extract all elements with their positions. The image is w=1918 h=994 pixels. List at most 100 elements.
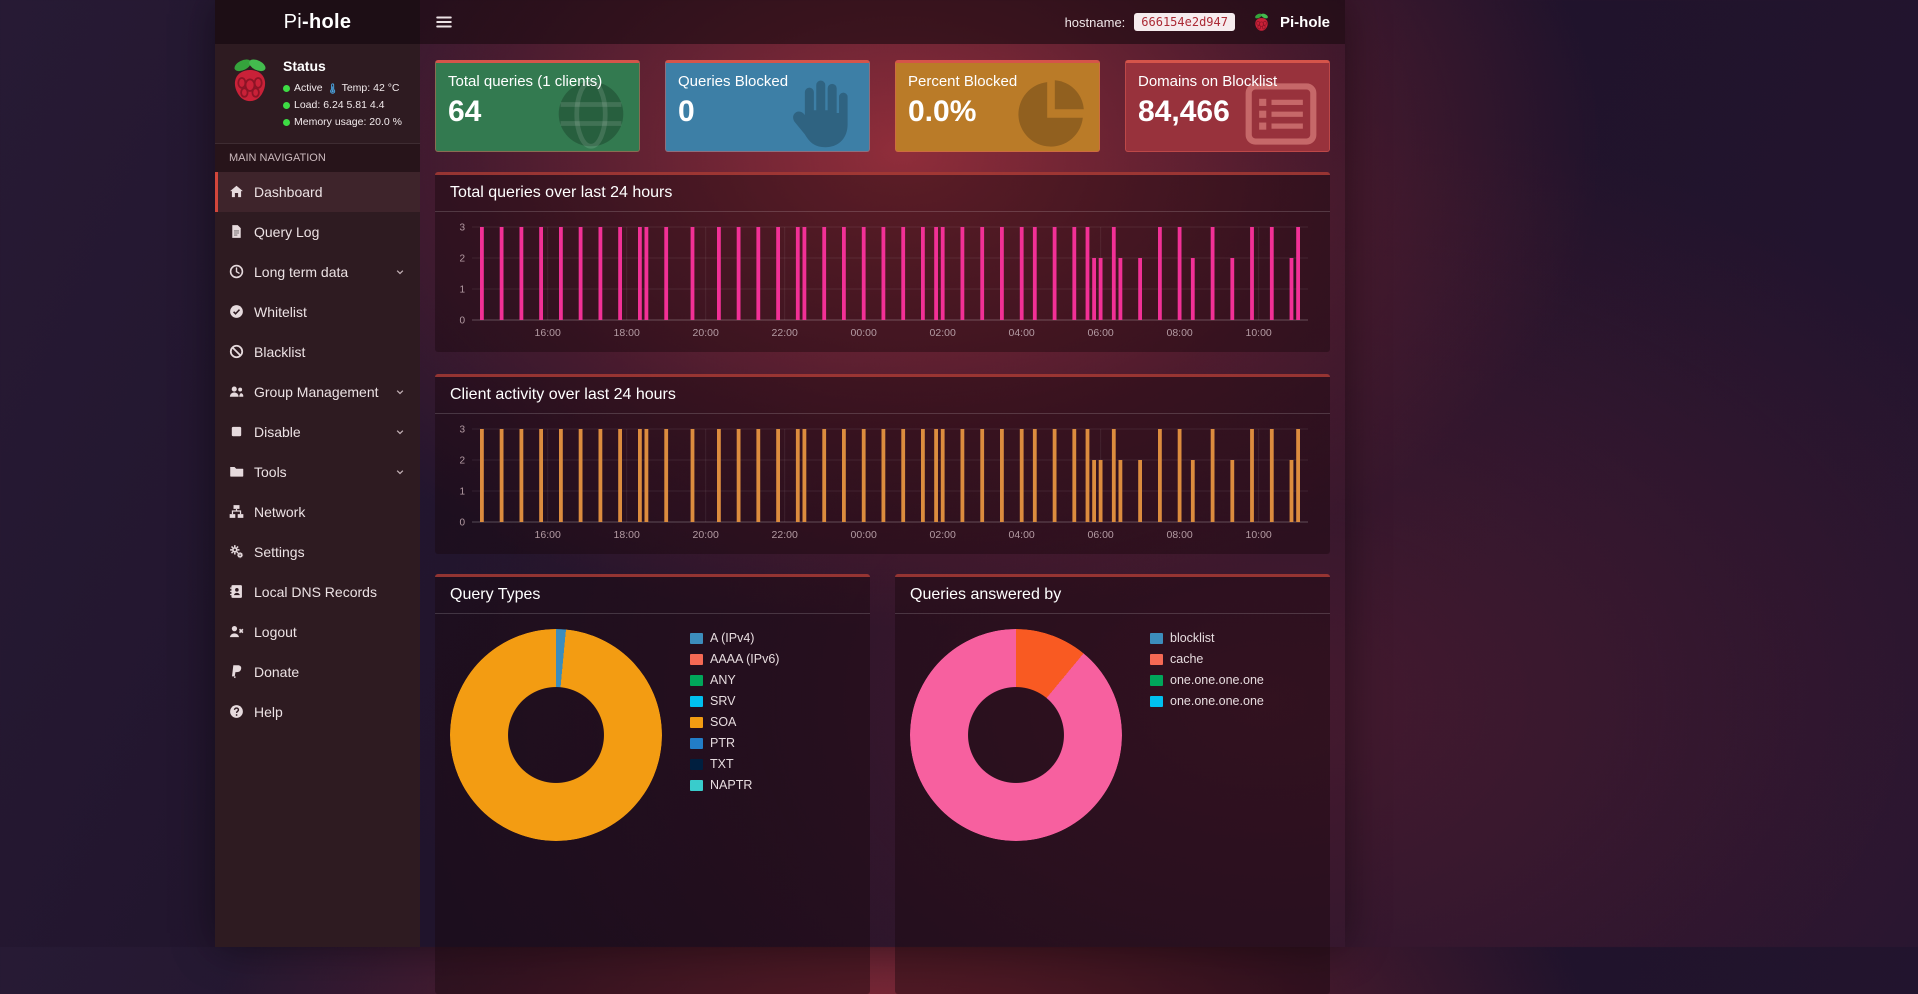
legend-item-soa[interactable]: SOA xyxy=(690,715,779,729)
legend-swatch-icon xyxy=(690,653,703,665)
sidebar-item-label: Donate xyxy=(254,663,300,680)
svg-text:2: 2 xyxy=(459,456,465,467)
svg-text:2: 2 xyxy=(459,254,465,265)
pie-icon xyxy=(1018,80,1084,147)
svg-text:18:00: 18:00 xyxy=(614,529,640,541)
globe-icon xyxy=(558,79,624,149)
legend-swatch-icon xyxy=(690,779,703,791)
thermometer-icon xyxy=(329,83,335,94)
queries-answered-by-panel: Queries answered by blocklist cache one.on… xyxy=(895,574,1330,994)
sidebar-item-blacklist[interactable]: Blacklist xyxy=(215,332,420,372)
pihole-logo-icon xyxy=(227,55,273,107)
brand-prefix: Pi xyxy=(283,10,303,33)
chevron-down-icon xyxy=(396,429,404,435)
svg-text:08:00: 08:00 xyxy=(1166,327,1192,339)
sidebar-item-dashboard[interactable]: Dashboard xyxy=(215,171,420,212)
sidebar-item-settings[interactable]: Settings xyxy=(215,532,420,572)
svg-text:3: 3 xyxy=(459,223,465,234)
legend-item-aaaa-ipv6[interactable]: AAAA (IPv6) xyxy=(690,652,779,666)
sidebar-item-disable[interactable]: Disable xyxy=(215,412,420,452)
sidebar-item-long-term-data[interactable]: Long term data xyxy=(215,252,420,292)
sidebar-item-query-log[interactable]: Query Log xyxy=(215,212,420,252)
status-dot-icon xyxy=(283,102,290,110)
svg-text:1: 1 xyxy=(459,285,465,296)
legend-item-any[interactable]: ANY xyxy=(690,673,779,687)
file-icon xyxy=(232,225,241,239)
sidebar-item-help[interactable]: Help xyxy=(215,692,420,732)
question-icon xyxy=(230,705,243,719)
stat-cards-row: Total queries (1 clients) 64 Queries Block… xyxy=(435,60,1330,152)
legend-item-one-one-one-one[interactable]: one.one.one.one xyxy=(1150,673,1264,687)
sidebar-nav: Dashboard Query Log Long term data Whitelis… xyxy=(215,171,420,732)
total-queries-panel: Total queries over last 24 hours 0 1 2 3 16:… xyxy=(435,172,1330,352)
sidebar-item-network[interactable]: Network xyxy=(215,492,420,532)
status-dot-icon xyxy=(283,118,290,126)
chevron-down-icon xyxy=(396,469,404,475)
sidebar-item-tools[interactable]: Tools xyxy=(215,452,420,492)
panel-title: Client activity over last 24 hours xyxy=(435,377,1330,414)
card-value: 84,466 xyxy=(1138,95,1230,128)
legend-swatch-icon xyxy=(1150,653,1163,665)
legend-item-txt[interactable]: TXT xyxy=(690,757,779,771)
pihole-admin-window: Pi -hole hostname: 666154e2d947 Pi-hole S… xyxy=(215,0,1345,994)
cogs-icon xyxy=(230,545,244,559)
legend-item-blocklist[interactable]: blocklist xyxy=(1150,631,1264,645)
query-types-donut-chart xyxy=(450,629,662,841)
svg-text:04:00: 04:00 xyxy=(1009,529,1035,541)
legend-item-a-ipv4[interactable]: A (IPv4) xyxy=(690,631,779,645)
total-queries-chart: 0 1 2 3 16:00 18:00 20:00 22:00 00:00 02:00 04:00 0… xyxy=(435,212,1330,352)
svg-text:02:00: 02:00 xyxy=(930,327,956,339)
legend-label: one.one.one.one xyxy=(1170,694,1264,708)
svg-text:16:00: 16:00 xyxy=(535,529,561,541)
card-title: Domains on Blocklist xyxy=(1138,73,1278,90)
sidebar-item-donate[interactable]: Donate xyxy=(215,652,420,692)
card-title: Percent Blocked xyxy=(908,73,1018,90)
sidebar-item-group-management[interactable]: Group Management xyxy=(215,372,420,412)
donut-panels-row: Query Types A (IPv4) AAAA (IPv6) ANY SRV SOA… xyxy=(435,574,1330,994)
hostname-badge: 666154e2d947 xyxy=(1134,13,1235,31)
main-navigation-label: MAIN NAVIGATION xyxy=(215,143,420,172)
legend-item-naptr[interactable]: NAPTR xyxy=(690,778,779,792)
navbar-right-group: hostname: 666154e2d947 Pi-hole xyxy=(1065,12,1330,33)
query-types-panel: Query Types A (IPv4) AAAA (IPv6) ANY SRV SOA… xyxy=(435,574,870,994)
stat-card-domains-on-blocklist: Domains on Blocklist 84,466 xyxy=(1125,60,1330,152)
status-line: Load: 6.24 5.81 4.4 xyxy=(283,97,402,114)
svg-text:06:00: 06:00 xyxy=(1088,327,1114,339)
svg-text:0: 0 xyxy=(459,316,465,327)
legend-item-one-one-one-one[interactable]: one.one.one.one xyxy=(1150,694,1264,708)
status-title: Status xyxy=(283,58,326,74)
legend-item-cache[interactable]: cache xyxy=(1150,652,1264,666)
top-navbar: Pi -hole hostname: 666154e2d947 Pi-hole xyxy=(215,0,1345,44)
brand-link[interactable]: Pi -hole xyxy=(215,0,420,44)
raspberry-icon xyxy=(1252,12,1271,33)
sidebar-item-logout[interactable]: Logout xyxy=(215,612,420,652)
users-icon xyxy=(229,386,244,398)
svg-text:16:00: 16:00 xyxy=(535,327,561,339)
card-value: 0.0% xyxy=(908,95,977,128)
svg-text:00:00: 00:00 xyxy=(851,327,877,339)
sidebar-item-label: Long term data xyxy=(254,263,349,280)
network-icon xyxy=(229,505,244,519)
queries-answered-by-donut-chart xyxy=(910,629,1122,841)
sidebar-toggle[interactable] xyxy=(435,13,453,31)
legend-label: cache xyxy=(1170,652,1204,666)
legend-item-ptr[interactable]: PTR xyxy=(690,736,779,750)
sidebar-item-label: Whitelist xyxy=(254,303,307,320)
sidebar-item-label: Dashboard xyxy=(254,183,323,200)
legend-swatch-icon xyxy=(690,716,703,728)
sidebar-item-label: Help xyxy=(254,703,283,720)
svg-text:22:00: 22:00 xyxy=(772,327,798,339)
clock-icon xyxy=(229,265,244,279)
sidebar-item-label: Tools xyxy=(254,463,287,480)
card-value: 0 xyxy=(678,95,695,128)
sidebar-item-whitelist[interactable]: Whitelist xyxy=(215,292,420,332)
pihole-brand-link[interactable]: Pi-hole xyxy=(1279,13,1330,31)
legend-swatch-icon xyxy=(690,758,703,770)
status-panel: Status Active Temp: 42 °C Load: 6.24 5.81 … xyxy=(215,44,420,144)
svg-text:02:00: 02:00 xyxy=(930,529,956,541)
svg-text:10:00: 10:00 xyxy=(1245,529,1271,541)
legend-item-srv[interactable]: SRV xyxy=(690,694,779,708)
sidebar-item-local-dns-records[interactable]: Local DNS Records xyxy=(215,572,420,612)
legend-label: AAAA (IPv6) xyxy=(710,652,780,666)
content-area: Total queries (1 clients) 64 Queries Block… xyxy=(420,44,1345,994)
